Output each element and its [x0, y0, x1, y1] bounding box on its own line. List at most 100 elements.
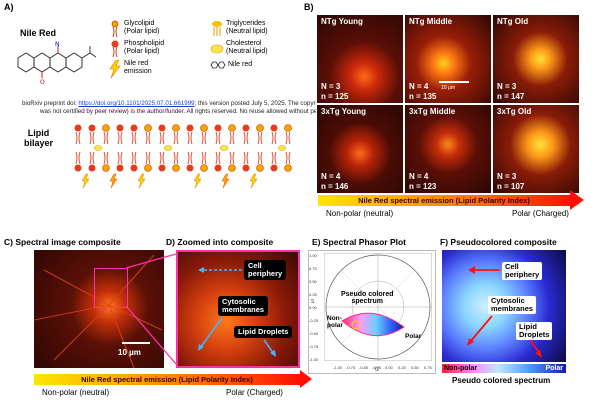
x-axis-title: G	[375, 367, 379, 373]
svg-text:N: N	[55, 41, 60, 48]
micrograph-ntg-old: NTg Old N = 3 n = 147	[492, 14, 580, 104]
lipid-bilayer-label: Lipid bilayer	[24, 128, 54, 148]
svg-text:O: O	[40, 79, 45, 85]
phasor-plot: 1.00 0.75 0.50 0.25 0.00 -0.25 -0.50 -0.…	[308, 250, 436, 374]
callout-lipid-droplets: Lipid Droplets	[234, 326, 293, 338]
callout-cytosolic-membranes: Cytosolic membranes	[218, 296, 269, 316]
y-tick: 0.25	[309, 292, 317, 297]
glycolipid-icon	[111, 20, 119, 38]
f-callout-arrows	[467, 266, 542, 358]
panel-e-title: Spectral Phasor Plot	[322, 237, 407, 247]
polar-tag: Polar	[405, 333, 422, 340]
x-tick: 0.00	[385, 365, 393, 370]
x-tick: -0.75	[346, 365, 356, 370]
gradient-label: Nile Red spectral emission (Lipid Polari…	[358, 196, 530, 205]
tile-cell-count: n = 135	[409, 92, 437, 101]
panel-b-label: B)	[304, 2, 314, 12]
f-callout-cytosolic-membranes: Cytosolic membranes	[488, 296, 537, 314]
nile-red-icon	[210, 61, 226, 69]
tile-title: NTg Old	[497, 17, 529, 26]
zoom-roi-box	[94, 268, 128, 308]
panel-d-title: Zoomed into composite	[177, 237, 274, 247]
y-axis-title: S	[311, 299, 315, 305]
f-callout-cell-periphery: Cell periphery	[502, 262, 543, 280]
panel-e-letter: E)	[312, 237, 321, 247]
tile-title: 3xTg Middle	[409, 107, 456, 116]
tile-cell-count: n = 146	[321, 182, 349, 191]
neurite-traces	[34, 254, 163, 368]
legend-text: Nile red emission	[124, 60, 152, 75]
pseudocolored-composite-image: Cell periphery Cytosolic membranes Lipid…	[442, 250, 566, 362]
watermark-suffix: ; this version posted July 5, 2025. The …	[194, 100, 408, 107]
x-tick: -0.50	[359, 365, 369, 370]
y-tick: -1.00	[309, 357, 319, 362]
pseudo-spectrum-label: Pseudo colored spectrum	[341, 291, 394, 305]
gradient-label: Nile Red spectral emission (Lipid Polari…	[81, 375, 253, 384]
bar-right-label: Polar	[545, 365, 563, 372]
panel-d-label: D) Zoomed into composite	[166, 237, 273, 247]
legend-text: Phospholipid (Polar lipid)	[124, 40, 165, 55]
triglyceride-icon	[212, 21, 222, 36]
zoom-connector-lines	[126, 253, 177, 365]
preprint-watermark-line1: bioRxiv preprint doi: https://doi.org/10…	[22, 100, 452, 107]
watermark-prefix: bioRxiv preprint doi:	[22, 100, 79, 107]
pseudo-spectrum-bar: Non-polar Polar	[442, 364, 566, 373]
panel-f-title: Pseudocolored composite	[450, 237, 557, 247]
doi-link[interactable]: https://doi.org/10.1101/2025.07.01.66199…	[78, 100, 195, 107]
micrograph-ntg-middle: NTg Middle N = 4 n = 135 10 µm	[404, 14, 492, 104]
y-tick: 1.00	[309, 253, 317, 258]
gradient-arrow-icon	[570, 190, 584, 210]
nile-red-structure-icon: O N	[17, 41, 97, 85]
bottom-gradient-arrow-icon	[300, 370, 312, 388]
tile-title: NTg Young	[321, 17, 363, 26]
x-tick: -0.25	[372, 365, 382, 370]
lipid-bilayer-diagram	[74, 124, 292, 189]
micrograph-ntg-young: NTg Young N = 3 n = 125	[316, 14, 404, 104]
legend-text: Triglycerides (Neutral lipid)	[226, 20, 268, 35]
tile-title: 3xTg Young	[321, 107, 367, 116]
tile-animal-count: N = 4	[409, 82, 429, 91]
panel-b-polarity-gradient: Nile Red spectral emission (Lipid Polari…	[318, 195, 570, 206]
tile-title: NTg Middle	[409, 17, 453, 26]
panel-c-title: Spectral image composite	[15, 237, 121, 247]
tile-title: 3xTg Old	[497, 107, 532, 116]
legend-text: Glycolipid (Polar lipid)	[124, 20, 160, 35]
bottom-right-end: Polar (Charged)	[226, 388, 283, 397]
phasor-axes	[324, 253, 432, 361]
legend-text: Nile red	[228, 61, 253, 68]
tile-cell-count: n = 107	[497, 182, 525, 191]
tile-cell-count: n = 123	[409, 182, 437, 191]
panel-a-label: A)	[4, 2, 14, 12]
pseudo-spectrum-caption: Pseudo colored spectrum	[452, 376, 551, 385]
x-tick: 0.25	[398, 365, 406, 370]
tile-animal-count: N = 3	[497, 172, 517, 181]
callout-arrows	[198, 267, 276, 357]
emission-icon	[109, 60, 121, 78]
bottom-left-end: Non-polar (neutral)	[42, 388, 110, 397]
spectral-composite-image: 10 µm	[34, 250, 164, 368]
y-ticks: 1.00 0.75 0.50 0.25 0.00 -0.25 -0.50 -0.…	[309, 253, 323, 362]
callout-cell-periphery: Cell periphery	[244, 260, 287, 280]
micrograph-3xtg-young: 3xTg Young N = 4 n = 146	[316, 104, 404, 194]
phospholipid-icon	[111, 40, 119, 58]
panel-e-label: E) Spectral Phasor Plot	[312, 237, 406, 247]
panel-d-letter: D)	[166, 237, 175, 247]
tile-cell-count: n = 147	[497, 92, 525, 101]
x-tick: 0.50	[411, 365, 419, 370]
nonpolar-tag: Non- polar	[327, 315, 343, 329]
scale-bar	[122, 342, 150, 344]
zoomed-composite-image: Cell periphery Cytosolic membranes Lipid…	[176, 250, 300, 368]
tile-animal-count: N = 3	[321, 82, 341, 91]
y-tick: -0.75	[309, 344, 319, 349]
tile-cell-count: n = 125	[321, 92, 349, 101]
tile-animal-count: N = 4	[409, 172, 429, 181]
scale-bar-label: 10 µm	[441, 85, 455, 91]
panel-c-label: C) Spectral image composite	[4, 237, 121, 247]
panel-f-label: F) Pseudocolored composite	[440, 237, 557, 247]
panel-f-letter: F)	[440, 237, 449, 247]
micrograph-3xtg-middle: 3xTg Middle N = 4 n = 123	[404, 104, 492, 194]
scale-bar-label: 10 µm	[118, 348, 141, 357]
panel-b-right-end: Polar (Charged)	[512, 209, 569, 218]
x-tick: -1.00	[333, 365, 343, 370]
y-tick: 0.50	[309, 279, 317, 284]
